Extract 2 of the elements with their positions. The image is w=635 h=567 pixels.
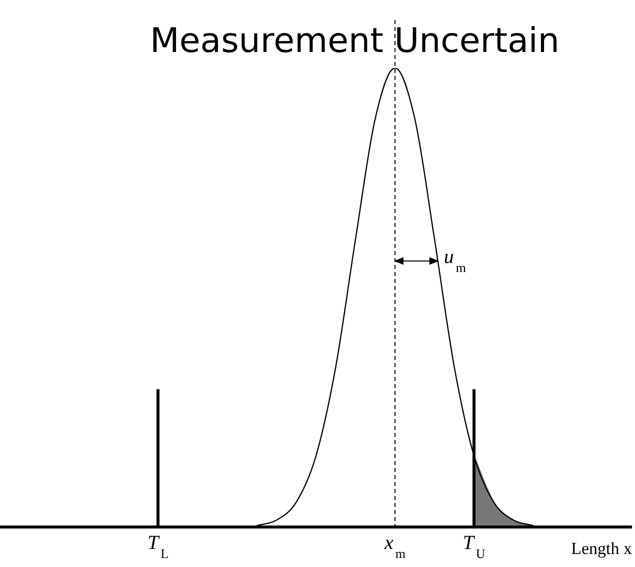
chart-title: Measurement Uncertain — [150, 21, 560, 61]
x-axis-title: Length x — [571, 539, 632, 558]
